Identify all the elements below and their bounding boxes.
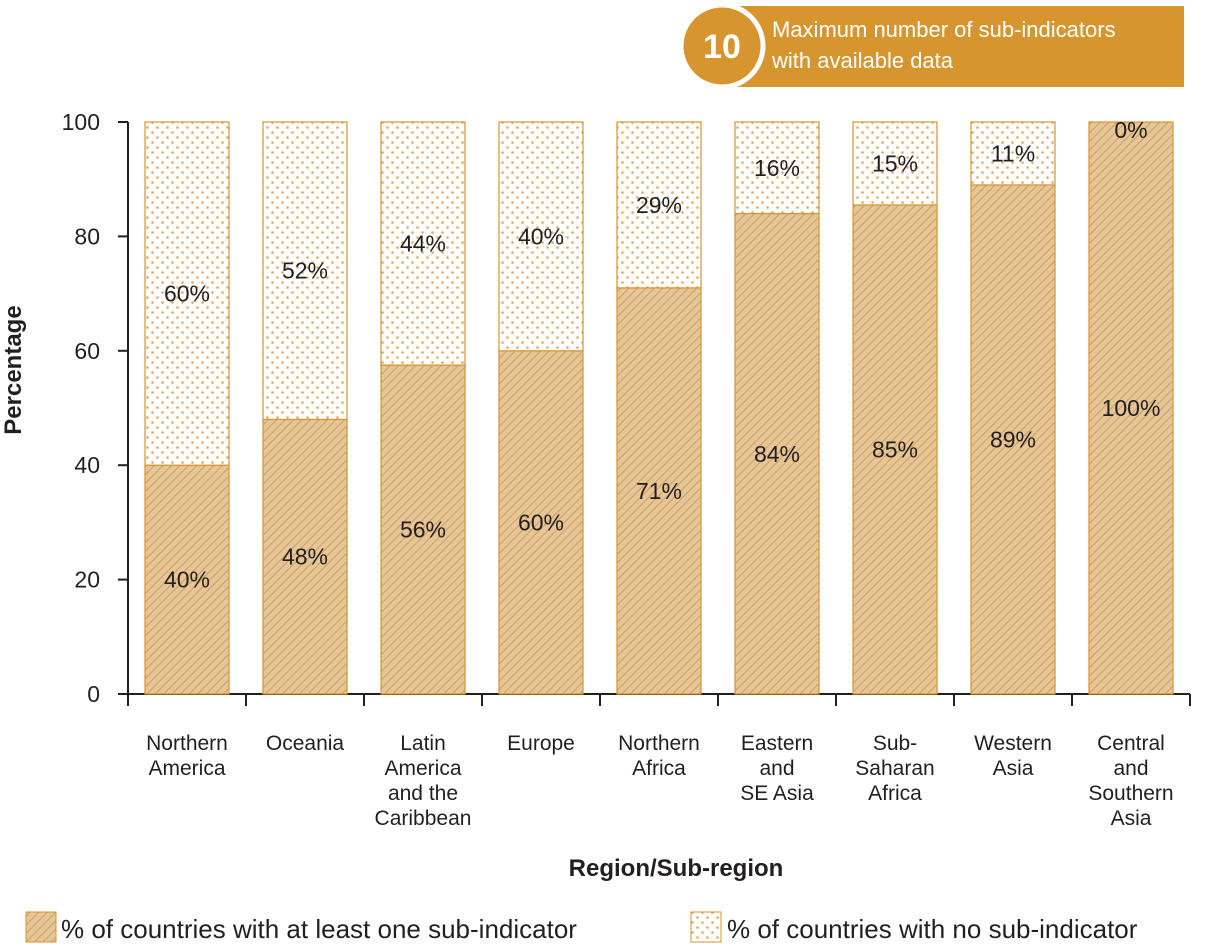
data-label-at-least-one: 71% (636, 478, 682, 504)
info-banner: 10 Maximum number of sub-indicators with… (678, 2, 1184, 90)
legend-item-no-sub-indicator: % of countries with no sub-indicator (690, 911, 1138, 944)
category-label: Central and Southern Asia (1088, 732, 1173, 830)
bar-at-least-one (852, 204, 938, 695)
data-label-at-least-one: 100% (1102, 395, 1161, 421)
x-axis-title: Region/Sub-region (569, 855, 784, 882)
bar-no-sub-indicator (852, 121, 938, 206)
bar-at-least-one (144, 464, 230, 695)
data-label-at-least-one: 60% (518, 509, 564, 535)
bar-no-sub-indicator (970, 121, 1056, 186)
legend: % of countries with at least one sub-ind… (25, 911, 1138, 944)
legend-label-at-least-one: % of countries with at least one sub-ind… (61, 914, 577, 944)
bar-no-sub-indicator (616, 121, 702, 289)
data-label-no-sub-indicator: 0% (1114, 117, 1147, 143)
data-label-at-least-one: 40% (164, 567, 210, 593)
banner-badge-number: 10 (703, 28, 741, 66)
bar-no-sub-indicator (734, 121, 820, 215)
category-labels: Northern America Oceania Latin America and th… (146, 732, 1173, 830)
data-label-no-sub-indicator: 60% (164, 281, 210, 307)
data-label-at-least-one: 48% (282, 544, 328, 570)
data-label-no-sub-indicator: 40% (518, 223, 564, 249)
data-label-at-least-one: 85% (872, 436, 918, 462)
category-label: Western Asia (974, 732, 1052, 780)
y-tick-label: 20 (74, 567, 100, 593)
y-axis: 0 20 40 60 80 100 (62, 109, 129, 707)
data-label-no-sub-indicator: 11% (991, 140, 1035, 166)
data-label-no-sub-indicator: 29% (636, 192, 682, 218)
bar-no-sub-indicator (380, 121, 466, 366)
category-label: Oceania (266, 732, 345, 755)
bar-at-least-one (498, 350, 584, 695)
category-label: Northern Africa (618, 732, 700, 780)
data-label-no-sub-indicator: 15% (872, 150, 918, 176)
data-label-at-least-one: 56% (400, 517, 446, 543)
data-label-no-sub-indicator: 16% (754, 155, 800, 181)
category-label: Eastern and SE Asia (740, 732, 814, 805)
y-tick-label: 60 (74, 338, 100, 364)
legend-item-at-least-one: % of countries with at least one sub-ind… (25, 911, 577, 944)
y-axis-title: Percentage (0, 305, 27, 434)
category-label: Europe (507, 732, 575, 755)
legend-swatch-hatched (25, 911, 57, 943)
bar-at-least-one (970, 184, 1056, 695)
category-label: Latin America and the Caribbean (375, 732, 472, 830)
banner-bar (712, 6, 1184, 87)
bar-at-least-one (616, 287, 702, 695)
data-label-no-sub-indicator: 52% (282, 258, 328, 284)
x-axis (127, 693, 1191, 706)
category-label: Northern America (146, 732, 228, 780)
banner-badge (678, 2, 766, 90)
y-tick-label: 0 (87, 681, 100, 707)
data-label-no-sub-indicator: 44% (400, 231, 446, 257)
legend-swatch-dotted (690, 911, 722, 943)
bar-at-least-one (380, 364, 466, 695)
bars-group: 40% 60% 48% 52% 56% 44% 60% 40% 71% 29% 84% 16% 85% 1… (144, 117, 1174, 695)
bar-no-sub-indicator (144, 121, 230, 466)
legend-label-no-sub-indicator: % of countries with no sub-indicator (727, 914, 1138, 944)
data-label-at-least-one: 89% (990, 426, 1036, 452)
category-label: Sub-Saharan Africa (855, 732, 934, 805)
y-tick-label: 80 (74, 223, 100, 249)
bar-no-sub-indicator (498, 121, 584, 352)
y-tick-label: 100 (62, 109, 100, 135)
banner-text-line2: with available data (771, 48, 954, 73)
bar-at-least-one (1088, 121, 1174, 695)
banner-text-line1: Maximum number of sub-indicators (772, 17, 1116, 42)
bar-no-sub-indicator (262, 121, 348, 421)
y-tick-label: 40 (74, 452, 100, 478)
data-label-at-least-one: 84% (754, 441, 800, 467)
